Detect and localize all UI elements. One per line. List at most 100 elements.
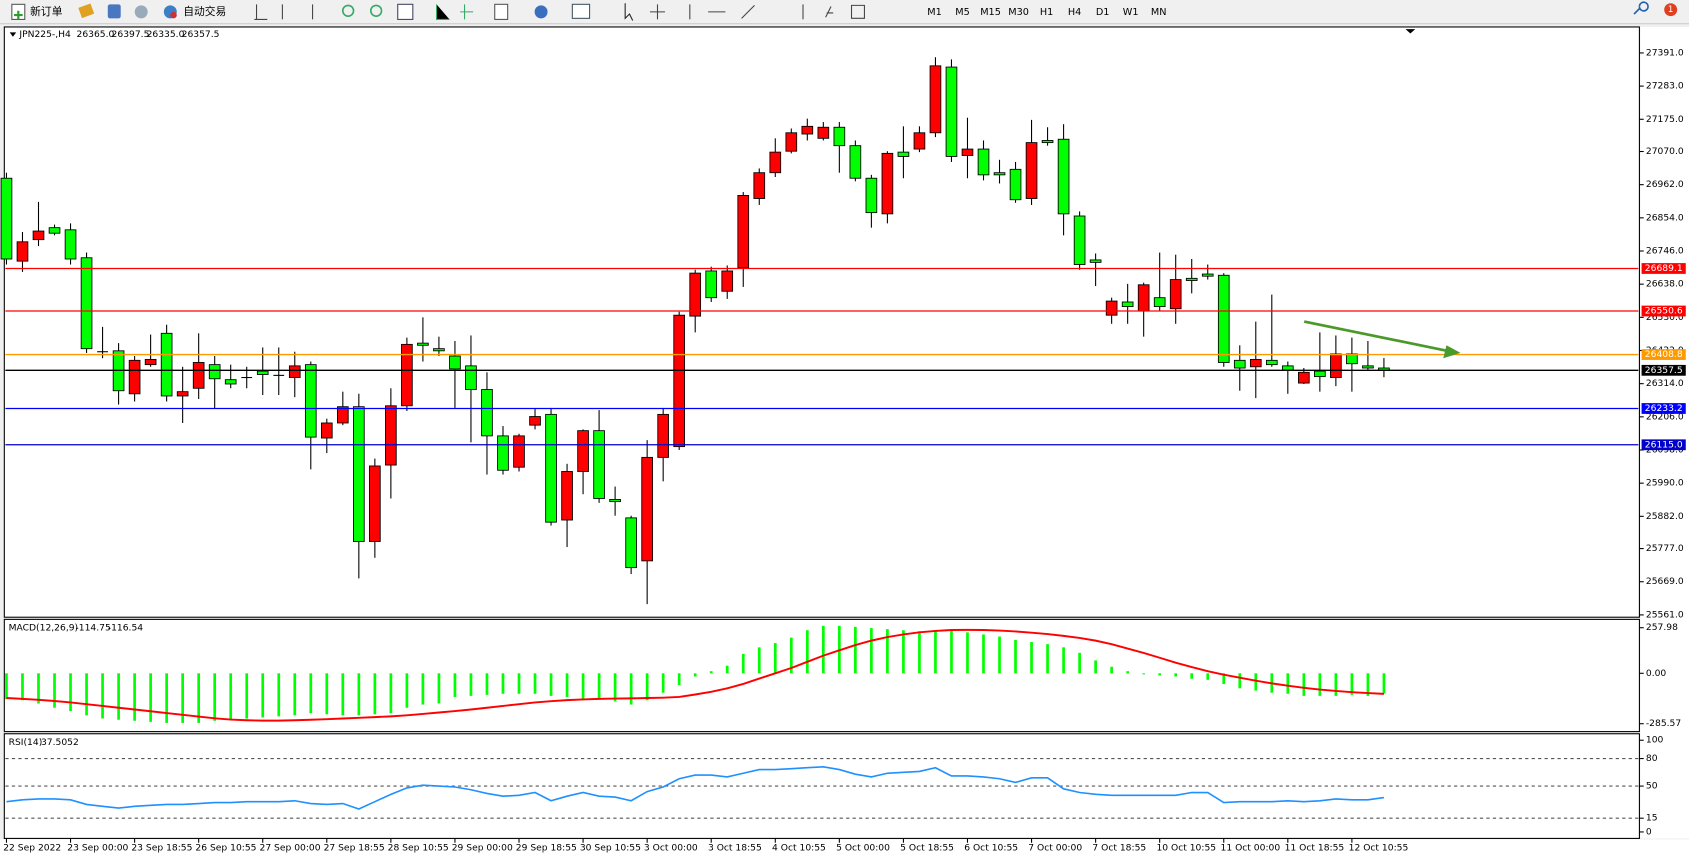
candle-body: [865, 177, 878, 214]
y-tick-label: -285.57: [1646, 718, 1681, 729]
candle-body: [1362, 365, 1374, 369]
candle-body: [64, 229, 77, 260]
auto-trading-button[interactable]: 自动交易: [163, 5, 226, 19]
y-tick-label: 27391.0: [1646, 47, 1684, 58]
timeframe-button[interactable]: H1: [1040, 7, 1053, 18]
timeframe-button[interactable]: M30: [1008, 7, 1029, 18]
candle-body: [785, 132, 798, 152]
x-tick-label: 11 Oct 18:55: [1285, 843, 1345, 854]
y-tick-label: 0: [1646, 826, 1652, 837]
candle-body: [1282, 365, 1294, 371]
x-tick-label: 28 Sep 10:55: [388, 843, 449, 854]
candle-body: [1057, 138, 1070, 215]
macd-readout: -114.75: [75, 623, 110, 634]
candle-body: [1233, 359, 1246, 369]
shift-marker: [1405, 29, 1416, 34]
notification-badge[interactable]: [1664, 3, 1678, 17]
candle-body: [1249, 358, 1262, 368]
icon[interactable]: [624, 3, 634, 21]
x-tick-label: 29 Sep 00:00: [452, 843, 513, 854]
candle-body: [1265, 359, 1278, 366]
candle-body: [224, 379, 237, 385]
x-tick-label: 6 Oct 10:55: [964, 843, 1018, 854]
icon[interactable]: [134, 5, 148, 19]
x-tick-label: 23 Sep 00:00: [67, 843, 128, 854]
candle-body: [833, 126, 846, 147]
candle-body: [1073, 215, 1086, 265]
main-panel: [3, 26, 1640, 618]
timeframe-button[interactable]: M5: [955, 7, 970, 18]
icon: [170, 11, 177, 19]
search-icon[interactable]: [1633, 1, 1649, 15]
icon[interactable]: [534, 5, 548, 19]
candle-body: [705, 270, 718, 299]
timeframe-button[interactable]: M15: [980, 7, 1001, 18]
candle-body: [993, 172, 1006, 176]
candle-body: [32, 230, 45, 241]
icon[interactable]: [435, 4, 474, 20]
candle-body: [977, 148, 990, 176]
x-tick-label: 11 Oct 00:00: [1221, 843, 1281, 854]
candle-body: [16, 241, 29, 262]
candle-body: [641, 456, 653, 562]
candle-body: [529, 416, 541, 426]
icon[interactable]: [494, 3, 509, 20]
rsi-title: RSI(14): [9, 737, 43, 748]
arrow-line: [1303, 320, 1447, 353]
y-tick-label: 0.00: [1646, 668, 1667, 679]
y-tick-label: 26530.0: [1646, 312, 1684, 323]
x-tick-label: 22 Sep 2022: [3, 843, 61, 854]
candle-body: [304, 364, 317, 438]
timeframe-button[interactable]: D1: [1096, 7, 1110, 18]
y-tick-label: 27175.0: [1646, 114, 1684, 125]
candle-body: [1314, 370, 1326, 378]
icon[interactable]: [254, 4, 314, 20]
icon[interactable]: [649, 4, 865, 20]
candle-body: [721, 270, 734, 292]
candle-body: [1025, 142, 1038, 199]
y-tick-label: 50: [1646, 781, 1658, 792]
candle-body: [128, 359, 141, 395]
x-tick-label: 5 Oct 00:00: [836, 843, 890, 854]
candle-body: [1089, 259, 1102, 263]
candle-body: [337, 406, 349, 424]
candle-body: [320, 422, 333, 439]
timeframe-button[interactable]: W1: [1123, 7, 1139, 18]
candle-body: [929, 65, 942, 134]
button-label: 自动交易: [183, 5, 226, 18]
candle-body: [1201, 273, 1214, 277]
candle-body: [1121, 301, 1134, 308]
candle-body: [1185, 277, 1198, 281]
candle-body: [769, 151, 782, 174]
candle-body: [353, 406, 365, 542]
level-label: 26408.8: [1645, 349, 1683, 360]
candle-body: [913, 132, 926, 150]
menu-arrow[interactable]: [9, 32, 17, 37]
y-tick-label: 257.98: [1646, 622, 1678, 633]
icon[interactable]: [571, 3, 591, 19]
candle-body: [369, 465, 381, 542]
icon[interactable]: [397, 3, 414, 20]
icon[interactable]: [78, 3, 95, 19]
candle-body: [737, 194, 750, 269]
timeframe-button[interactable]: H4: [1068, 7, 1081, 18]
candle-body: [192, 362, 205, 389]
level-label: 26115.0: [1645, 439, 1683, 450]
new-order-button[interactable]: 新订单: [11, 3, 63, 20]
level-label: 26357.5: [1645, 365, 1683, 376]
level-label: 26233.2: [1645, 403, 1683, 414]
x-tick-label: 7 Oct 00:00: [1028, 843, 1082, 854]
candle-body: [160, 332, 173, 397]
icon[interactable]: [107, 4, 121, 19]
icon[interactable]: [369, 4, 383, 17]
y-tick-label: 26314.0: [1646, 378, 1684, 389]
x-tick-label: 7 Oct 18:55: [1092, 843, 1146, 854]
candle-body: [401, 343, 413, 407]
timeframe-button[interactable]: M1: [927, 7, 942, 18]
candle-body: [1137, 284, 1150, 312]
candle-body: [1009, 168, 1022, 201]
icon[interactable]: [341, 4, 355, 17]
y-tick-label: 26962.0: [1646, 179, 1684, 190]
timeframe-button[interactable]: MN: [1151, 7, 1167, 18]
